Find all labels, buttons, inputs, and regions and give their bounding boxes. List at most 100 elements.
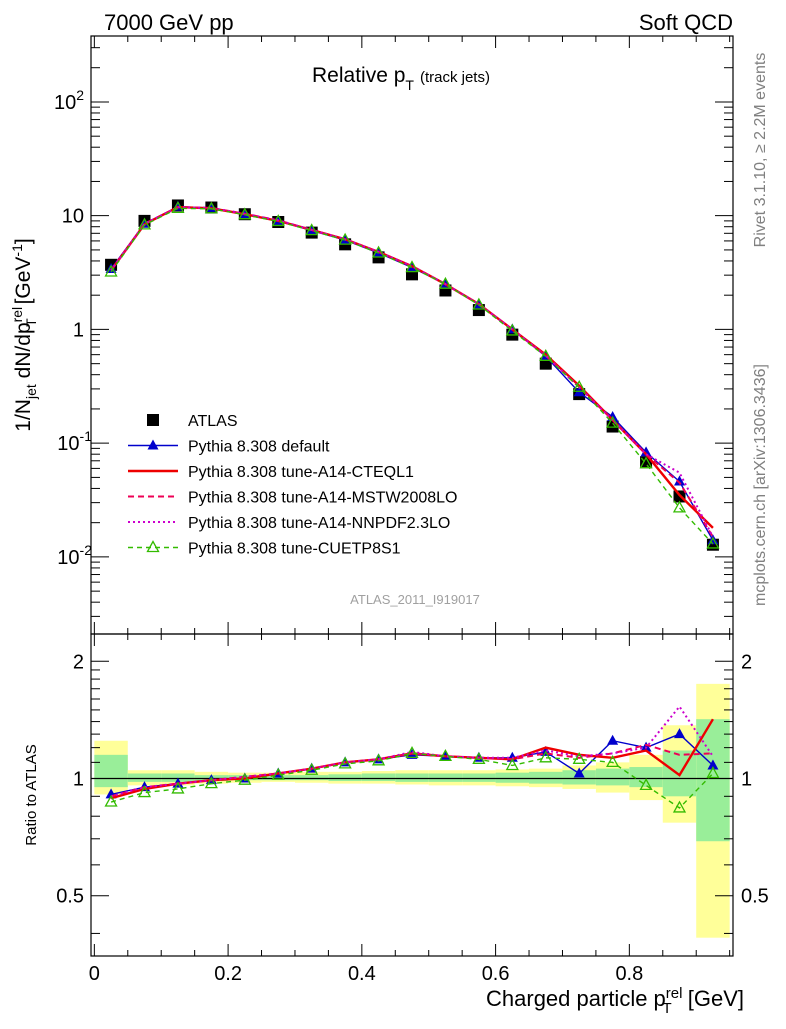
legend-label: Pythia 8.308 tune-A14-MSTW2008LO <box>188 490 457 507</box>
stat-uncertainty-band <box>395 773 429 782</box>
ratio-marker <box>707 759 719 770</box>
ratio-marker <box>606 755 620 768</box>
header-energy: 7000 GeV pp <box>104 10 234 35</box>
main-marker <box>405 260 419 273</box>
ratio-marker <box>706 766 720 779</box>
axes: 0 0.2 0.4 0.6 0.8 10-2 10-1 1 10 102 0.5 0.5 1 1 2 2 <box>54 36 769 985</box>
ratio-tick-label: 0.5 <box>56 886 84 908</box>
main-marker <box>539 348 553 361</box>
ratio-line <box>110 704 714 798</box>
stat-uncertainty-band <box>495 772 530 783</box>
ratio-tick-label: 2 <box>73 651 84 673</box>
main-marker <box>606 415 620 428</box>
main-marker <box>706 536 720 549</box>
legend-label: Pythia 8.308 tune-CUETP8S1 <box>188 541 401 558</box>
stat-uncertainty-band <box>595 768 630 786</box>
stat-uncertainty-band <box>529 771 563 784</box>
ratio-tick-label: 1 <box>73 768 84 790</box>
y-tick-label: 10-2 <box>57 542 92 569</box>
main-marker <box>438 276 453 289</box>
legend-label: Pythia 8.308 default <box>188 439 330 456</box>
ratio-tick-label-right: 1 <box>741 768 752 790</box>
ratio-marker <box>572 751 586 764</box>
stat-uncertainty-band <box>294 775 329 781</box>
x-tick-label: 0 <box>89 963 100 985</box>
main-marker <box>204 201 218 214</box>
analysis-id: ATLAS_2011_I919017 <box>350 592 480 607</box>
ratio-marker <box>505 758 519 771</box>
main-marker <box>104 264 118 277</box>
y-axis-label: 1/Njet dN/dprelT [GeV-1] <box>9 238 39 431</box>
stat-uncertainty-band <box>462 773 496 782</box>
main-marker <box>371 245 386 258</box>
x-tick-label: 0.8 <box>615 963 643 985</box>
ratio-marker <box>539 750 553 763</box>
mcplots-label: mcplots.cern.ch [arXiv:1306.3436] <box>752 364 769 606</box>
ratio-panel-frame <box>90 633 734 957</box>
ratio-marker <box>371 753 386 766</box>
legend: ATLAS Pythia 8.308 default Pythia 8.308 tu… <box>128 413 457 558</box>
plot-area <box>104 199 720 813</box>
legend-marker-data <box>147 414 159 426</box>
ratio-tick-label-right: 2 <box>741 651 752 673</box>
stat-uncertainty-band <box>328 774 362 782</box>
main-line <box>110 206 714 538</box>
stat-uncertainty-band <box>94 754 128 788</box>
plot-title: Relative pT (track jets) <box>312 64 490 93</box>
ratio-marker <box>438 748 453 761</box>
ratio-line <box>110 752 714 809</box>
stat-uncertainty-band <box>428 773 463 782</box>
main-marker <box>305 223 319 236</box>
main-marker <box>137 217 152 230</box>
y-tick-label: 1 <box>73 319 84 341</box>
y-tick-label: 10-1 <box>57 428 92 455</box>
stat-uncertainty-band <box>361 773 396 782</box>
header-process: Soft QCD <box>639 10 733 35</box>
main-marker <box>505 323 519 336</box>
y-tick-label: 10 <box>62 206 84 228</box>
main-marker <box>472 297 486 310</box>
main-marker <box>338 232 352 245</box>
legend-marker <box>147 439 159 450</box>
main-line <box>110 207 714 545</box>
main-marker <box>171 201 185 214</box>
main-marker <box>572 379 586 392</box>
ratio-marker <box>639 778 653 791</box>
legend-label: ATLAS <box>188 413 238 430</box>
main-marker <box>639 456 653 469</box>
ratio-tick-label-right: 0.5 <box>741 886 769 908</box>
legend-marker <box>146 540 160 553</box>
legend-label: Pythia 8.308 tune-A14-CTEQL1 <box>188 464 414 481</box>
main-marker <box>674 475 685 486</box>
main-marker <box>640 446 652 457</box>
ratio-marker <box>607 734 619 745</box>
ratio-marker <box>672 800 687 813</box>
y-tick-label: 102 <box>54 87 84 114</box>
x-tick-label: 0.4 <box>348 963 376 985</box>
ratio-marker <box>674 728 685 739</box>
ratio-marker <box>104 794 118 807</box>
ratio-marker <box>137 785 152 798</box>
x-tick-label: 0.6 <box>482 963 510 985</box>
ratio-marker <box>171 781 185 794</box>
legend-label: Pythia 8.308 tune-A14-NNPDF2.3LO <box>188 515 450 532</box>
ratio-marker <box>204 776 218 789</box>
ratio-axis-label: Ratio to ATLAS <box>23 744 40 845</box>
ratio-marker <box>305 762 319 775</box>
main-marker <box>238 207 252 220</box>
ratio-marker <box>271 767 285 780</box>
stat-uncertainty-band <box>127 773 162 782</box>
main-marker <box>271 214 285 227</box>
main-marker <box>672 500 687 513</box>
ratio-marker <box>472 751 486 764</box>
stat-uncertainty-band <box>261 775 295 781</box>
ratio-marker <box>338 756 352 769</box>
ratio-marker <box>573 767 585 778</box>
ratio-marker <box>238 772 252 785</box>
x-tick-label: 0.2 <box>214 963 242 985</box>
rivet-version-label: Rivet 3.1.10, ≥ 2.2M events <box>752 53 769 248</box>
ratio-marker <box>405 746 419 759</box>
